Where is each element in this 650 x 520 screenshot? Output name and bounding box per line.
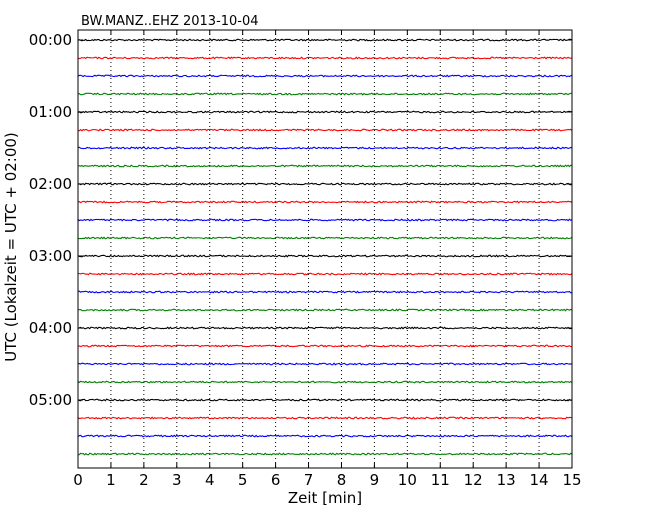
x-tick-label: 11 xyxy=(431,471,450,489)
y-tick-label: 03:00 xyxy=(29,247,72,265)
x-tick-label: 15 xyxy=(562,471,581,489)
y-tick-labels: 00:00 01:00 02:00 03:00 04:00 05:00 xyxy=(29,31,72,409)
y-tick-label: 00:00 xyxy=(29,31,72,49)
x-tick-label: 0 xyxy=(73,471,83,489)
y-axis-label: UTC (Lokalzeit = UTC + 02:00) xyxy=(2,132,20,362)
x-tick-label: 4 xyxy=(205,471,215,489)
x-tick-label: 5 xyxy=(238,471,248,489)
trace-0445 xyxy=(77,380,573,384)
x-tick-label: 1 xyxy=(106,471,116,489)
x-tick-label: 10 xyxy=(398,471,417,489)
trace-0545 xyxy=(77,452,573,456)
trace-0200 xyxy=(77,182,573,186)
x-tick-label: 7 xyxy=(304,471,314,489)
trace-0045 xyxy=(77,92,573,96)
x-axis-label: Zeit [min] xyxy=(288,489,362,507)
trace-0230 xyxy=(77,218,573,222)
trace-0030 xyxy=(77,74,573,78)
axis-ticks xyxy=(77,30,573,468)
y-tick-label: 04:00 xyxy=(29,319,72,337)
x-tick-labels: 0 1 2 3 4 5 6 7 8 9 10 11 12 13 14 15 xyxy=(73,471,581,489)
trace-0315 xyxy=(77,272,573,276)
chart-title: BW.MANZ..EHZ 2013-10-04 xyxy=(81,14,259,29)
trace-0100 xyxy=(77,110,573,114)
y-tick-label: 02:00 xyxy=(29,175,72,193)
plot-frame xyxy=(77,29,573,469)
trace-0115 xyxy=(77,128,573,132)
x-tick-label: 14 xyxy=(530,471,549,489)
trace-0215 xyxy=(77,200,573,204)
trace-0530 xyxy=(77,434,573,438)
trace-0500 xyxy=(77,398,573,402)
y-tick-label: 05:00 xyxy=(29,391,72,409)
trace-0430 xyxy=(77,362,573,366)
trace-0245 xyxy=(77,236,573,240)
trace-0130 xyxy=(77,146,573,150)
x-tick-label: 6 xyxy=(271,471,281,489)
trace-0000 xyxy=(77,38,573,42)
trace-0015 xyxy=(77,56,573,60)
trace-0345 xyxy=(77,308,573,312)
trace-0415 xyxy=(77,344,573,348)
x-tick-label: 2 xyxy=(139,471,149,489)
x-tick-label: 12 xyxy=(464,471,483,489)
trace-0145 xyxy=(77,164,573,168)
y-tick-label: 01:00 xyxy=(29,103,72,121)
trace-lines xyxy=(77,38,573,456)
trace-0515 xyxy=(77,416,573,420)
x-tick-label: 13 xyxy=(497,471,516,489)
trace-0330 xyxy=(77,290,573,294)
trace-0300 xyxy=(77,254,573,258)
trace-0400 xyxy=(77,326,573,330)
x-tick-label: 8 xyxy=(337,471,347,489)
x-tick-label: 9 xyxy=(370,471,380,489)
x-tick-label: 3 xyxy=(172,471,182,489)
